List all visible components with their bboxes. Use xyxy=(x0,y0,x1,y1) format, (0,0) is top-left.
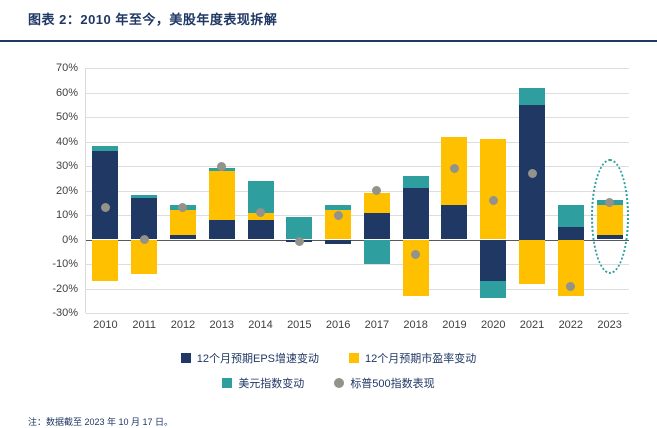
gridline xyxy=(86,68,629,69)
spx-performance-dot xyxy=(411,249,421,259)
y-tick-label: 60% xyxy=(55,86,78,99)
bar-segment xyxy=(480,239,507,282)
y-tick-label: -10% xyxy=(52,258,78,270)
x-tick-label: 2010 xyxy=(93,319,118,331)
legend-marker-square xyxy=(349,353,359,363)
chart-title: 图表 2：2010 年至今，美股年度表现拆解 xyxy=(28,12,278,27)
bar-segment xyxy=(92,151,119,240)
highlight-ellipse-2023 xyxy=(590,158,629,274)
chart-plot-area: 70% 60% 50% 40% 30% 20% 10% 0% -10% -20% -30% 2010 2… xyxy=(52,62,629,331)
legend-item: 美元指数变动 xyxy=(222,375,304,391)
bar-segment xyxy=(92,146,119,152)
gridline xyxy=(86,215,629,216)
spx-performance-dot xyxy=(449,163,459,173)
legend-marker-square xyxy=(222,378,233,388)
y-tick-label: 40% xyxy=(55,135,78,148)
x-tick-label: 2017 xyxy=(364,319,390,331)
legend-marker-square xyxy=(180,353,191,363)
zero-axis-line xyxy=(86,239,629,241)
gridline xyxy=(86,313,629,314)
bar-segment xyxy=(325,205,352,211)
y-tick-label: 20% xyxy=(55,184,78,197)
bar-segment xyxy=(208,170,235,220)
y-tick-label: -20% xyxy=(52,282,78,295)
spx-performance-dot xyxy=(256,208,266,218)
x-tick-label: 2016 xyxy=(325,319,351,331)
bar-segment xyxy=(286,217,313,240)
bar-segment xyxy=(363,192,390,213)
gridline xyxy=(86,190,629,192)
bar-segment xyxy=(519,239,546,284)
bar-segment xyxy=(131,195,158,198)
spx-performance-dot xyxy=(333,210,343,220)
title-underline-rule xyxy=(0,40,657,42)
bar-segment xyxy=(557,227,584,240)
spx-performance-dot xyxy=(372,186,382,195)
x-tick-label: 2013 xyxy=(209,319,234,331)
legend-marker-circle xyxy=(334,378,345,388)
legend-row: 12个月预期EPS增速变动 12个月预期市盈率变动 xyxy=(180,350,476,366)
x-tick-label: 2012 xyxy=(170,319,196,331)
bar-segment xyxy=(480,281,507,299)
bar-segment xyxy=(557,205,584,228)
bar-segment xyxy=(363,212,390,240)
spx-performance-dot xyxy=(566,281,576,291)
bar-segment xyxy=(480,139,507,240)
gridline xyxy=(86,264,629,265)
y-tick-label: -30% xyxy=(52,307,78,319)
x-tick-label: 2020 xyxy=(481,319,506,331)
legend-label: 美元指数变动 xyxy=(238,378,305,390)
legend-item: 12个月预期EPS增速变动 xyxy=(180,350,319,366)
bar-segment xyxy=(169,210,196,235)
bar-segment xyxy=(402,239,429,296)
legend-label: 标普500指数表现 xyxy=(350,378,435,390)
gridline xyxy=(86,117,629,118)
gridline xyxy=(86,288,629,290)
spx-performance-dot xyxy=(294,237,304,247)
bar-segment xyxy=(402,188,429,240)
spx-performance-dot xyxy=(100,203,110,213)
legend-label: 12个月预期EPS增速变动 xyxy=(196,353,319,365)
legend-item: 12个月预期市盈率变动 xyxy=(349,350,476,366)
x-tick-label: 2015 xyxy=(287,319,312,331)
x-tick-label: 2014 xyxy=(248,319,273,331)
spx-performance-dot xyxy=(178,203,188,213)
x-tick-label: 2021 xyxy=(519,319,545,331)
x-tick-label: 2022 xyxy=(558,319,584,331)
bar-segment xyxy=(247,180,274,213)
bar-segment xyxy=(441,205,468,240)
legend-row: 美元指数变动 标普500指数表现 xyxy=(222,375,435,391)
spx-performance-dot xyxy=(488,195,498,205)
bar-segment xyxy=(208,219,235,240)
y-tick-label: 70% xyxy=(55,62,78,74)
y-tick-label: 0% xyxy=(62,233,78,246)
legend-label: 12个月预期市盈率变动 xyxy=(365,353,477,365)
bar-segment xyxy=(92,239,119,282)
source-footnote: 注：数据截至 2023 年 10 月 17 日。 xyxy=(28,417,174,427)
spx-performance-dot xyxy=(527,168,537,178)
x-tick-label: 2019 xyxy=(442,319,467,331)
bar-segment xyxy=(169,234,196,240)
gridline xyxy=(86,92,629,94)
spx-performance-dot xyxy=(217,161,227,171)
y-tick-label: 10% xyxy=(55,209,78,221)
bar-segment xyxy=(363,239,390,264)
bar-segment xyxy=(247,219,274,240)
bar-segment xyxy=(402,175,429,189)
x-tick-label: 2023 xyxy=(597,319,622,331)
bar-segment xyxy=(519,87,546,105)
gridline xyxy=(86,166,629,167)
legend-item: 标普500指数表现 xyxy=(334,375,435,391)
bar-segment xyxy=(131,239,158,274)
gridline xyxy=(86,141,629,143)
bar-segment xyxy=(325,239,352,245)
chart-legend: 12个月预期EPS增速变动 12个月预期市盈率变动美元指数变动 标普500指数表现 xyxy=(0,350,657,391)
x-tick-label: 2018 xyxy=(403,319,428,331)
spx-performance-dot xyxy=(139,235,149,244)
x-tick-label: 2011 xyxy=(132,319,156,331)
y-tick-label: 30% xyxy=(55,160,78,172)
y-tick-label: 50% xyxy=(55,111,78,123)
bar-segment xyxy=(131,197,158,240)
